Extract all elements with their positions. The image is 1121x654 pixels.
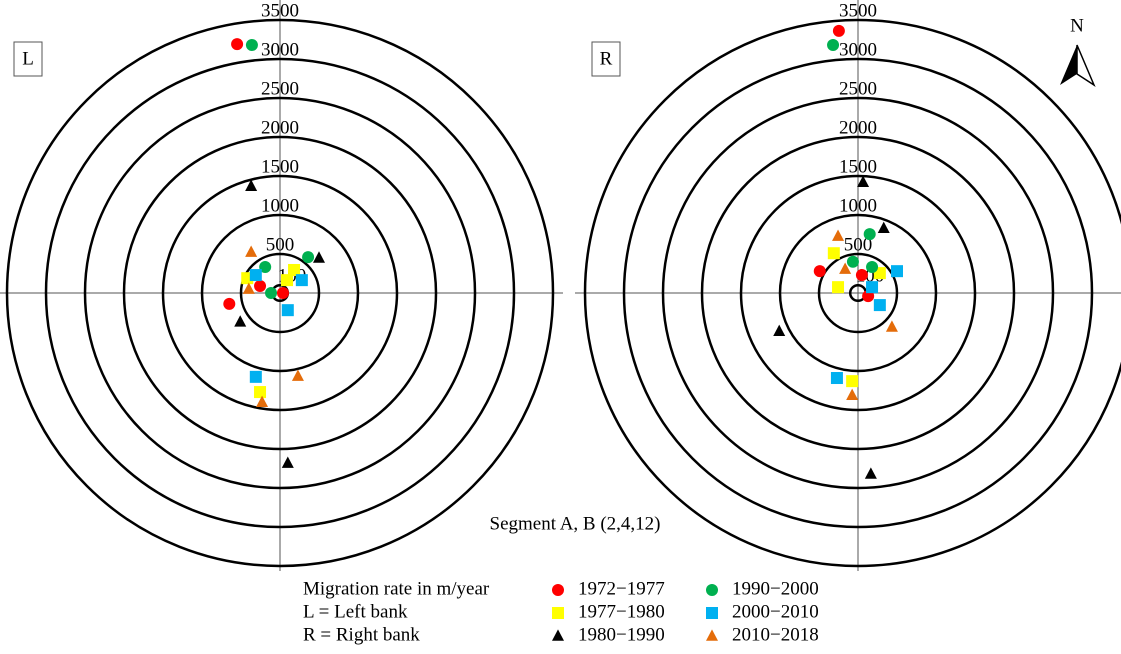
marker [265,287,278,299]
ring [83,96,477,490]
ring [817,252,899,334]
marker [245,245,258,257]
marker [855,269,868,282]
ring [161,174,399,412]
marker [231,38,244,51]
marker [846,255,859,268]
marker [552,607,564,619]
marker [827,247,840,260]
legend-label: 2010−2018 [732,624,819,645]
marker [254,279,267,292]
panel-label-box [13,41,43,77]
legend-label: 1972−1977 [578,578,665,599]
legend-label: 1977−1980 [578,601,665,622]
north-label: N [1070,15,1084,36]
marker [839,262,852,274]
marker [234,315,247,327]
marker [863,228,876,241]
note: Migration rate in m/year [303,578,490,599]
marker [281,304,294,317]
marker [281,274,294,287]
r-tick-label: 500 [844,234,873,255]
ring [200,213,360,373]
marker [891,265,903,278]
marker [846,375,859,388]
marker [295,274,308,287]
r-tick-label: 2000 [839,117,877,138]
marker [245,38,258,51]
marker [552,629,564,641]
ring [5,18,555,568]
marker [256,395,269,407]
marker [866,261,879,274]
panel-label-box [591,41,621,77]
r-tick-label: 2500 [261,78,299,99]
ring [778,213,938,373]
marker [259,261,272,274]
marker [857,175,870,188]
r-tick-label: 1500 [839,156,877,177]
marker [832,24,845,37]
r-tick-label: 1500 [261,156,299,177]
note: L = Left bank [303,601,408,622]
marker [254,386,267,399]
ring [661,96,1055,490]
marker [281,456,294,468]
marker [864,467,877,479]
marker [846,388,859,400]
r-tick-label: 3500 [839,0,877,21]
marker [866,281,879,294]
marker [706,629,718,641]
ring [622,57,1094,529]
marker [291,369,304,381]
legend-label: 1990−2000 [732,578,819,599]
marker [832,281,845,294]
r-tick-label: 3000 [839,39,877,60]
r-tick-label: 1000 [261,195,299,216]
r-tick-label: 2000 [261,117,299,138]
marker [813,265,826,278]
marker [276,287,289,299]
marker [313,251,325,263]
marker [873,299,886,312]
r-tick-label: 3500 [261,0,299,21]
legend-label: 2000−2010 [732,601,819,622]
ring [700,135,1016,451]
marker [773,324,786,337]
marker [552,584,564,596]
r-tick-label: 500 [266,234,295,255]
marker [223,297,236,310]
r-tick-label: 3000 [261,39,299,60]
marker [832,229,845,241]
marker [288,263,301,276]
ring [239,252,321,334]
ring [583,18,1121,568]
marker [245,179,258,191]
marker [242,282,255,294]
r-tick-label: 1000 [839,195,877,216]
ring [739,174,977,412]
marker [249,269,262,282]
note: R = Right bank [303,624,420,645]
marker [885,320,898,332]
ring [122,135,438,451]
north-arrow: N [1060,15,1096,87]
marker [706,584,718,596]
legend-label: 1980−1990 [578,624,665,645]
marker [827,38,840,51]
segment-label: Segment A, B (2,4,12) [490,513,661,534]
marker [830,372,843,385]
marker [249,370,262,383]
marker [302,251,315,264]
marker [877,221,890,234]
r-tick-label: 2500 [839,78,877,99]
panel-label: L [22,48,34,69]
panel-label: R [600,48,613,69]
ring [44,57,516,529]
marker [706,607,718,619]
